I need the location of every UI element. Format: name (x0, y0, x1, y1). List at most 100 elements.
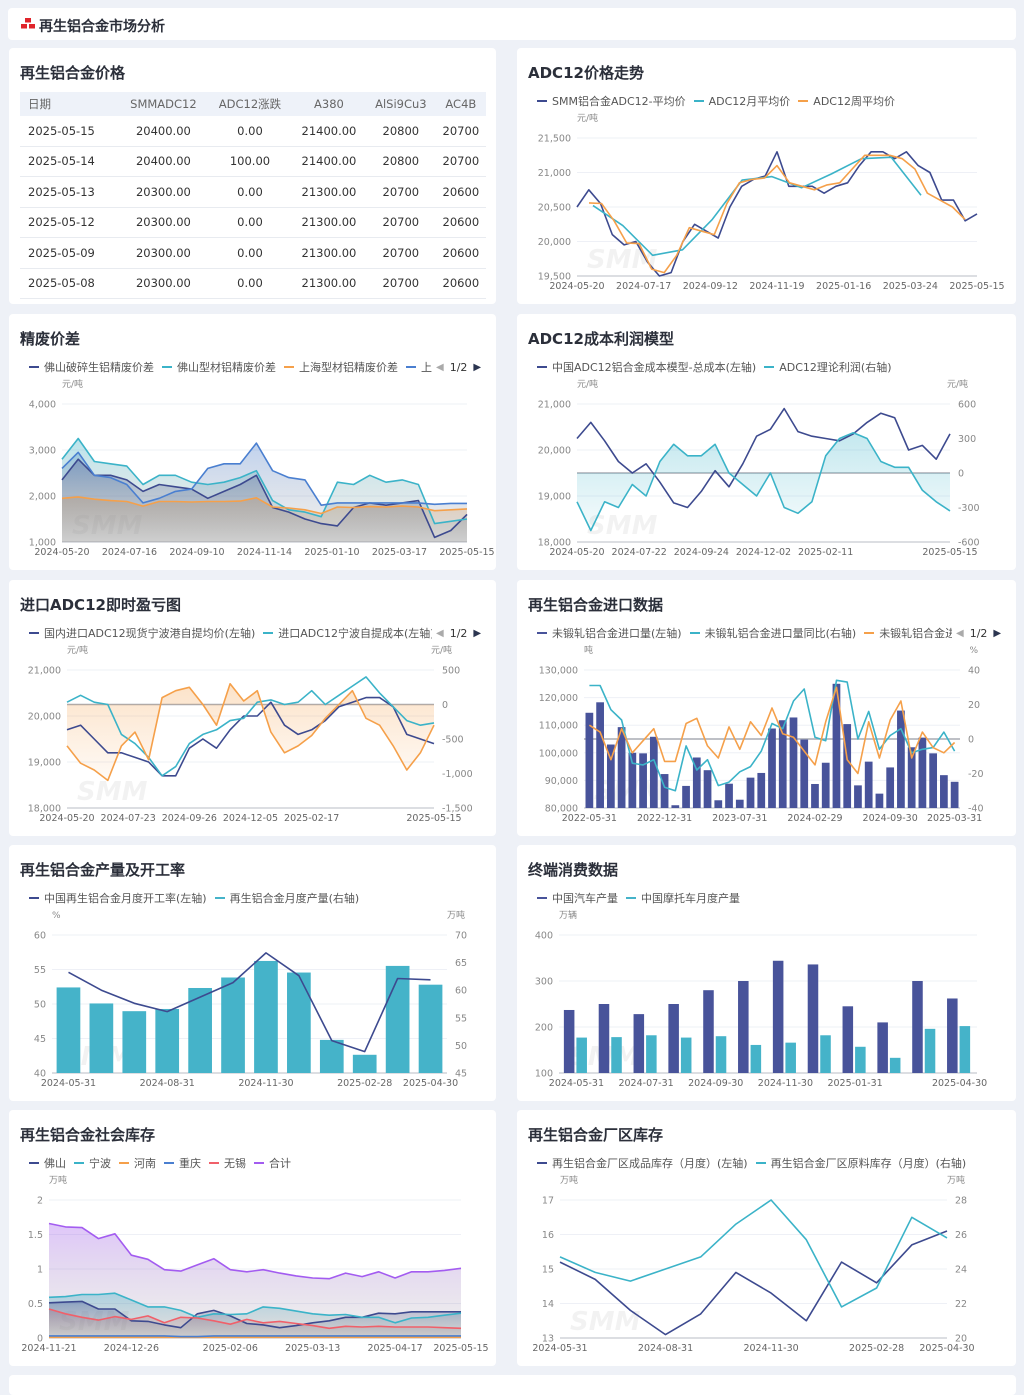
table-row[interactable]: 2025-05-13 20300.00 0.00 21300.00 20700 20600 (20, 176, 486, 208)
bar[interactable] (352, 1054, 377, 1073)
bar[interactable] (768, 728, 776, 808)
bar[interactable] (646, 1035, 657, 1073)
column-header[interactable]: 日期 (20, 92, 119, 116)
legend-item[interactable]: 无锡 (209, 1155, 246, 1171)
legend-item[interactable]: ADC12理论利润(右轴) (764, 359, 892, 375)
legend-next-icon[interactable]: ▶ (473, 361, 482, 373)
legend-item[interactable]: 再生铝合金厂区原料库存（月度）(右轴) (755, 1155, 966, 1171)
bar[interactable] (682, 785, 690, 808)
bar[interactable] (585, 712, 594, 808)
bar[interactable] (56, 987, 81, 1073)
bar[interactable] (254, 960, 278, 1073)
legend-item[interactable]: 中国汽车产量 (537, 890, 618, 906)
bar[interactable] (725, 783, 733, 808)
legend-item[interactable]: 佛山破碎生铝精废价差 (29, 359, 154, 375)
legend-item[interactable]: ADC12周平均价 (798, 93, 895, 109)
bar[interactable] (929, 753, 938, 808)
bar[interactable] (671, 805, 680, 808)
series-line[interactable] (588, 154, 966, 274)
bar[interactable] (649, 736, 658, 808)
bar[interactable] (950, 781, 959, 808)
bar[interactable] (680, 1037, 692, 1073)
series-line[interactable] (66, 683, 435, 782)
bar[interactable] (319, 1039, 344, 1073)
bar[interactable] (714, 800, 723, 808)
bar[interactable] (912, 981, 923, 1073)
table-row[interactable]: 2025-05-12 20300.00 0.00 21300.00 20700 20600 (20, 207, 486, 238)
bar[interactable] (606, 744, 615, 808)
series-line[interactable] (576, 432, 951, 532)
bar[interactable] (750, 1044, 762, 1073)
series-line[interactable] (576, 151, 978, 277)
legend-item[interactable]: 河南 (119, 1155, 156, 1171)
legend-next-icon[interactable]: ▶ (993, 627, 1002, 639)
bar[interactable] (821, 762, 830, 808)
bar[interactable] (692, 757, 701, 808)
bar[interactable] (155, 1008, 180, 1073)
bar[interactable] (864, 761, 873, 808)
legend-item[interactable]: 中国再生铝合金月度开工率(左轴) (29, 890, 207, 906)
bar[interactable] (611, 1037, 622, 1073)
table-row[interactable]: 2025-05-14 20400.00 100.00 21400.00 20800 207… (20, 146, 486, 177)
bar[interactable] (832, 683, 841, 808)
series-line[interactable] (589, 679, 956, 792)
legend-item[interactable]: 佛山 (29, 1155, 66, 1171)
bar[interactable] (563, 1009, 575, 1073)
bar[interactable] (418, 984, 443, 1073)
legend-item[interactable]: ADC12月平均价 (693, 93, 790, 109)
series-line[interactable] (588, 686, 956, 775)
bar[interactable] (703, 990, 714, 1073)
bar[interactable] (735, 799, 744, 808)
bar[interactable] (877, 1022, 888, 1073)
series-line[interactable] (61, 496, 468, 515)
series-line[interactable] (48, 1300, 461, 1329)
bar[interactable] (221, 977, 245, 1073)
legend-prev-icon[interactable]: ◀ (436, 361, 444, 373)
series-line[interactable] (61, 437, 468, 525)
bar[interactable] (287, 972, 311, 1073)
column-header[interactable]: A380 (291, 92, 366, 116)
bar[interactable] (800, 739, 809, 808)
legend-item[interactable]: 重庆 (164, 1155, 201, 1171)
bar[interactable] (596, 702, 604, 808)
legend-item[interactable]: 国内进口ADC12现货宁波港自提均价(左轴) (29, 625, 255, 641)
table-row[interactable]: 2025-05-08 20300.00 0.00 21300.00 20700 20600 (20, 268, 486, 299)
bar[interactable] (746, 777, 755, 808)
bar[interactable] (789, 717, 798, 808)
legend-item[interactable]: 未锻轧铝合金进口量同比(右轴) (689, 625, 856, 641)
bar[interactable] (807, 964, 819, 1073)
legend-prev-icon[interactable]: ◀ (956, 627, 964, 639)
bar[interactable] (907, 747, 916, 808)
series-line[interactable] (48, 1292, 462, 1324)
series-line[interactable] (68, 952, 431, 1053)
bar[interactable] (854, 785, 862, 808)
bar[interactable] (940, 775, 948, 808)
legend-item[interactable]: 中国摩托车月度产量 (626, 890, 740, 906)
bar[interactable] (924, 1028, 936, 1073)
bar[interactable] (628, 752, 637, 808)
legend-item[interactable]: 进口ADC12宁波自提成本(左轴) (263, 625, 435, 641)
legend-item[interactable]: 宁波 (74, 1155, 111, 1171)
legend-item[interactable]: SMM铝合金ADC12-平均价 (537, 93, 686, 109)
bar[interactable] (886, 767, 895, 808)
bar[interactable] (820, 1035, 831, 1073)
bar[interactable] (918, 737, 927, 808)
bar[interactable] (947, 998, 958, 1073)
bar[interactable] (122, 1011, 147, 1073)
bar[interactable] (188, 987, 212, 1073)
series-line[interactable] (576, 407, 951, 509)
bar[interactable] (959, 1026, 971, 1073)
bar[interactable] (617, 727, 626, 808)
legend-item[interactable]: 上海型材铝精废价差 (284, 359, 398, 375)
legend-item[interactable]: 佛山型材铝精废价差 (162, 359, 276, 375)
table-row[interactable]: 2025-05-09 20300.00 0.00 21300.00 20700 20600 (20, 237, 486, 269)
bar[interactable] (889, 1057, 901, 1073)
bar[interactable] (668, 1004, 679, 1073)
bar[interactable] (757, 772, 766, 808)
bar[interactable] (660, 774, 669, 808)
legend-item[interactable]: 未锻轧铝合金进 (864, 625, 956, 641)
column-header[interactable]: AlSi9Cu3 (365, 92, 436, 116)
bar[interactable] (843, 724, 852, 808)
bar[interactable] (598, 1004, 610, 1073)
legend-item[interactable]: 再生铝合金厂区成品库存（月度）(左轴) (537, 1155, 748, 1171)
